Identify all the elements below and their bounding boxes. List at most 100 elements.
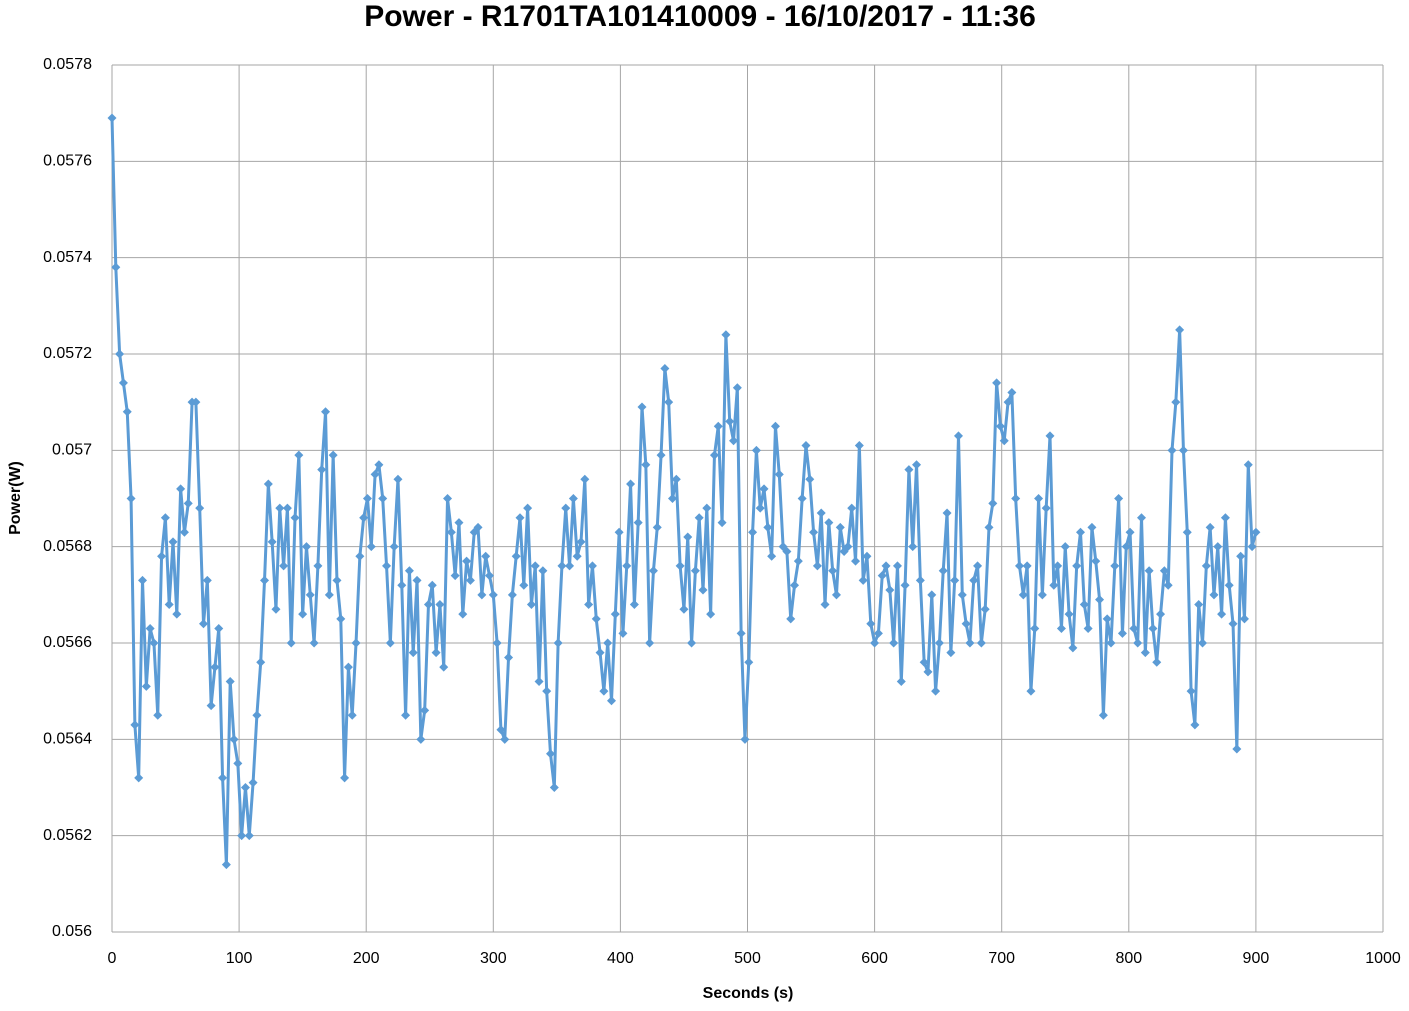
- data-point: [1026, 686, 1036, 696]
- grid: [111, 64, 1384, 933]
- data-point: [774, 469, 784, 479]
- data-point: [656, 450, 666, 460]
- data-point: [355, 551, 365, 561]
- y-tick-label: 0.0578: [43, 56, 92, 73]
- data-point: [892, 561, 902, 571]
- data-point: [1064, 609, 1074, 619]
- x-tick-label: 0: [108, 950, 117, 967]
- data-point: [824, 518, 834, 528]
- data-point: [393, 474, 403, 484]
- data-point: [138, 575, 148, 585]
- data-point: [992, 378, 1002, 388]
- data-point: [1194, 599, 1204, 609]
- data-point: [221, 860, 231, 870]
- data-point: [809, 527, 819, 537]
- data-point: [1041, 503, 1051, 513]
- data-point: [416, 734, 426, 744]
- data-point: [1152, 657, 1162, 667]
- data-point: [851, 556, 861, 566]
- data-point: [847, 503, 857, 513]
- data-point: [759, 484, 769, 494]
- data-point: [420, 705, 430, 715]
- data-point: [305, 590, 315, 600]
- data-point: [816, 508, 826, 518]
- y-tick-label: 0.0564: [43, 731, 92, 748]
- x-tick-label: 300: [480, 950, 507, 967]
- x-axis-title: Seconds (s): [703, 985, 794, 1002]
- data-point: [782, 546, 792, 556]
- data-point: [351, 638, 361, 648]
- data-point: [1083, 624, 1093, 634]
- data-point: [744, 657, 754, 667]
- data-point: [385, 638, 395, 648]
- data-point: [1053, 561, 1063, 571]
- data-point: [465, 575, 475, 585]
- data-point: [229, 734, 239, 744]
- data-point: [263, 479, 273, 489]
- data-point: [694, 513, 704, 523]
- data-point: [1213, 542, 1223, 552]
- data-point: [1217, 609, 1227, 619]
- data-point: [599, 686, 609, 696]
- data-point: [332, 575, 342, 585]
- data-point: [946, 648, 956, 658]
- data-point: [557, 561, 567, 571]
- data-point: [1014, 561, 1024, 571]
- data-point: [504, 652, 514, 662]
- data-point: [1133, 638, 1143, 648]
- data-point: [1220, 513, 1230, 523]
- data-point: [721, 330, 731, 340]
- data-point: [938, 566, 948, 576]
- data-point: [648, 566, 658, 576]
- data-point: [683, 532, 693, 542]
- data-point: [382, 561, 392, 571]
- data-point: [202, 575, 212, 585]
- data-point: [1247, 542, 1257, 552]
- data-point: [965, 638, 975, 648]
- data-point: [805, 474, 815, 484]
- data: [107, 113, 1261, 870]
- data-point: [176, 484, 186, 494]
- data-line: [110, 117, 1258, 867]
- data-point: [141, 681, 151, 691]
- y-tick-label: 0.0576: [43, 153, 92, 170]
- data-point: [370, 469, 380, 479]
- x-tick-label: 700: [988, 950, 1015, 967]
- data-point: [157, 551, 167, 561]
- data-point: [378, 494, 388, 503]
- data-point: [1018, 590, 1028, 600]
- data-point: [500, 734, 510, 744]
- data-point: [1140, 648, 1150, 658]
- data-point: [732, 383, 742, 393]
- data-point: [812, 561, 822, 571]
- data-point: [427, 580, 437, 590]
- data-point: [763, 522, 773, 532]
- data-point: [988, 498, 998, 508]
- data-point: [603, 638, 613, 648]
- data-point: [1236, 551, 1246, 561]
- data-point: [1045, 431, 1055, 441]
- data-point: [423, 599, 433, 609]
- data-point: [115, 349, 125, 359]
- data-point: [282, 503, 292, 513]
- data-point: [679, 604, 689, 614]
- data-point: [530, 561, 540, 571]
- data-point: [1175, 325, 1185, 335]
- x-tick-label: 400: [607, 950, 634, 967]
- data-point: [729, 436, 739, 446]
- data-point: [462, 556, 472, 566]
- data-point: [1102, 614, 1112, 624]
- data-point: [770, 421, 780, 431]
- data-point: [290, 513, 300, 523]
- data-point: [637, 402, 647, 412]
- data-point: [172, 609, 182, 619]
- data-point: [919, 657, 929, 667]
- data-point: [881, 561, 891, 571]
- data-point: [1156, 609, 1166, 619]
- data-point: [1022, 561, 1032, 571]
- data-point: [1201, 561, 1211, 571]
- data-point: [145, 624, 155, 634]
- data-point: [1182, 527, 1192, 537]
- data-point: [1003, 397, 1013, 407]
- data-point: [458, 609, 468, 619]
